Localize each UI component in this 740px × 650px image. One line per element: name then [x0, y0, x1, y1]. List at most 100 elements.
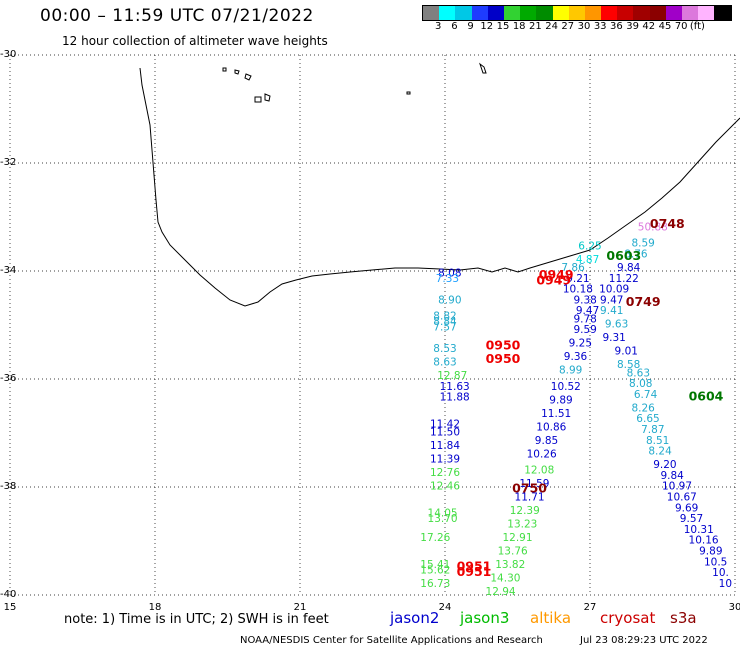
wave-height-value: 10.	[712, 567, 729, 579]
footer-note: note: 1) Time is in UTC; 2) SWH is in fe…	[64, 612, 329, 627]
wave-height-value: 10.5	[704, 556, 727, 568]
wave-height-value: 17.26	[420, 532, 450, 544]
colorbar-swatch	[714, 6, 731, 20]
wave-height-value: 13.76	[498, 546, 528, 558]
longitude-label: 18	[148, 602, 162, 613]
colorbar-tick: 24	[545, 21, 558, 32]
colorbar-swatch	[487, 6, 504, 20]
island-outlines	[222, 62, 487, 103]
colorbar-tick: 36	[610, 21, 623, 32]
wave-height-value: 8.24	[648, 446, 672, 458]
wave-height-value: 13.70	[428, 513, 458, 525]
colorbar-tick: 9	[467, 21, 474, 32]
wave-height-value: 11.42	[430, 419, 460, 431]
colorbar-tick: 39	[626, 21, 639, 32]
wave-height-value: 11.71	[515, 492, 545, 504]
colorbar-tick: 70	[674, 21, 688, 32]
wave-height-value: 10.18	[563, 284, 593, 296]
wave-height-value: 14.30	[490, 573, 520, 585]
wave-height-value: 8.76	[624, 249, 648, 261]
wave-height-value: 6.25	[578, 240, 601, 252]
south-africa-coastline	[139, 67, 740, 307]
pass-time-label: 0951	[457, 564, 492, 579]
wave-height-value: 10.26	[527, 448, 557, 460]
colorbar-swatch	[520, 6, 537, 20]
wave-height-value: 13.23	[507, 519, 537, 531]
colorbar-tick: 45	[658, 21, 672, 32]
wave-height-value: 9.85	[535, 435, 558, 447]
wave-height-value: 10.86	[536, 421, 566, 433]
colorbar-tick: (ft)	[689, 21, 705, 32]
colorbar-swatch	[633, 6, 650, 20]
colorbar-swatch	[649, 6, 666, 20]
colorbar-tick: 6	[451, 21, 458, 32]
colorbar-tick: 33	[593, 21, 607, 32]
wave-height-value: 9.59	[573, 324, 596, 336]
wave-height-value: 50.88	[638, 222, 668, 234]
wave-height-value: 8.99	[559, 365, 582, 377]
latitude-label: -32	[0, 157, 17, 168]
wave-height-value: 8.59	[631, 238, 654, 250]
longitude-label: 15	[3, 602, 17, 613]
wave-height-value: 9.89	[699, 546, 722, 558]
colorbar-swatch	[455, 6, 472, 20]
wave-height-value: 9.57	[680, 513, 703, 525]
colorbar-swatch	[698, 6, 715, 20]
colorbar-swatch	[536, 6, 553, 20]
wave-height-value: 9.63	[605, 319, 628, 331]
colorbar-tick: 21	[529, 21, 542, 32]
colorbar-tick: 30	[577, 21, 591, 32]
legend-s3a: s3a	[670, 609, 697, 627]
colorbar-tick: 15	[496, 21, 510, 32]
latitude-label: -40	[0, 589, 17, 600]
map-title: 00:00 – 11:59 UTC 07/21/2022	[40, 6, 314, 26]
wave-height-value: 8.08	[438, 267, 461, 279]
wave-height-value: 9.31	[602, 332, 625, 344]
colorbar-tick: 27	[561, 21, 575, 32]
wave-height-value: 8.63	[627, 367, 650, 379]
wave-height-value: 8.51	[646, 435, 669, 447]
longitude-label: 21	[293, 602, 307, 613]
wave-height-value: 7.86	[561, 262, 585, 274]
wave-height-value: 6.74	[634, 389, 658, 401]
wave-height-value: 9.36	[564, 351, 588, 363]
wave-height-value: 7.33	[436, 273, 459, 285]
wave-height-value: 8.63	[433, 357, 456, 369]
wave-height-value: 9.47	[576, 305, 599, 317]
latitude-label: -34	[0, 265, 17, 276]
longitude-label: 24	[438, 602, 452, 613]
wave-height-value: 8.82	[433, 311, 456, 323]
wave-height-value: 10.09	[599, 284, 629, 296]
wave-height-value: 11.59	[519, 478, 549, 490]
colorbar-swatch	[552, 6, 569, 20]
wave-height-value: 12.87	[437, 370, 467, 382]
colorbar-swatch	[568, 6, 585, 20]
colorbar-tick: 12	[480, 21, 494, 32]
timestamp: Jul 23 08:29:23 UTC 2022	[580, 635, 708, 646]
wave-height-value: 12.76	[430, 467, 460, 479]
pass-time-label: 0951	[457, 559, 492, 574]
wave-height-value: 8.90	[438, 294, 461, 306]
map-subtitle: 12 hour collection of altimeter wave hei…	[62, 34, 328, 48]
colorbar-swatch	[584, 6, 602, 20]
wave-height-value: 9.78	[573, 313, 596, 325]
colorbar-tick: 18	[512, 21, 526, 32]
pass-time-label: 0604	[689, 389, 724, 404]
pass-time-label: 0949	[536, 273, 571, 288]
wave-height-value: 9.47	[600, 294, 623, 306]
pass-time-label: 0748	[650, 216, 685, 231]
wave-height-value: 11.88	[440, 392, 470, 404]
wave-height-value: 9.01	[615, 346, 638, 358]
wave-height-value: 12.91	[502, 532, 532, 544]
wave-height-value: 8.58	[617, 359, 640, 371]
colorbar-swatch	[439, 6, 456, 20]
colorbar-tick: 42	[642, 21, 656, 32]
legend-cryosat: cryosat	[600, 609, 656, 627]
credit-line: NOAA/NESDIS Center for Satellite Applica…	[240, 635, 543, 646]
wave-height-value: 9.20	[653, 459, 676, 471]
colorbar-swatch	[665, 6, 682, 20]
pass-time-label: 0750	[512, 480, 547, 495]
wave-height-value: 12.94	[486, 586, 516, 598]
wave-height-value: 10.97	[662, 481, 692, 493]
